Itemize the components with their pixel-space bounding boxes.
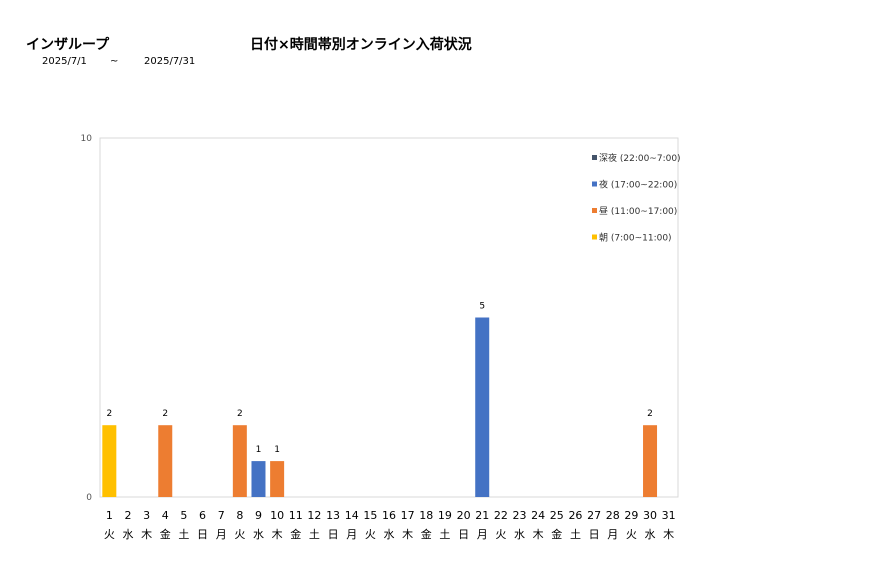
x-tick-label: 6 (199, 509, 206, 522)
bar (102, 425, 117, 497)
x-tick-label: 8 (236, 509, 243, 522)
x-tick-label: 27 (587, 509, 601, 522)
x-weekday-label: 月 (607, 528, 618, 541)
x-tick-label: 18 (419, 509, 433, 522)
x-weekday-label: 木 (663, 528, 674, 541)
period-separator: ~ (110, 56, 119, 67)
x-weekday-label: 金 (551, 527, 562, 541)
x-weekday-label: 月 (216, 528, 227, 541)
x-tick-label: 16 (382, 509, 396, 522)
x-tick-label: 13 (326, 509, 340, 522)
chart-title: 日付×時間帯別オンライン入荷状況 (250, 37, 472, 53)
x-tick-label: 10 (270, 509, 284, 522)
x-weekday-label: 水 (122, 528, 133, 541)
bar (475, 317, 490, 497)
x-weekday-label: 木 (402, 528, 413, 541)
data-label: 2 (106, 409, 112, 419)
bar (251, 461, 266, 497)
x-weekday-label: 金 (290, 527, 301, 541)
x-weekday-label: 金 (421, 527, 432, 541)
x-tick-label: 14 (345, 509, 359, 522)
x-tick-label: 15 (363, 509, 377, 522)
legend-swatch (592, 181, 597, 187)
x-weekday-label: 水 (384, 528, 395, 541)
x-tick-label: 9 (255, 509, 262, 522)
x-weekday-label: 日 (328, 528, 339, 541)
period-start: 2025/7/1 (42, 56, 87, 67)
data-label: 1 (256, 445, 262, 455)
x-tick-label: 26 (568, 509, 582, 522)
period-end: 2025/7/31 (144, 56, 196, 67)
x-tick-label: 4 (162, 509, 169, 522)
x-tick-label: 24 (531, 509, 545, 522)
x-tick-label: 28 (606, 509, 620, 522)
legend-label: 夜 (17:00~22:00) (599, 179, 677, 191)
x-weekday-label: 木 (533, 528, 544, 541)
x-weekday-label: 日 (197, 528, 208, 541)
x-tick-label: 17 (401, 509, 415, 522)
bar (643, 425, 658, 497)
x-weekday-label: 土 (570, 528, 581, 541)
legend-label: 深夜 (22:00~7:00) (599, 152, 681, 164)
x-tick-label: 2 (124, 509, 131, 522)
y-tick-label: 10 (81, 134, 93, 144)
data-label: 1 (274, 445, 280, 455)
plot-area (99, 137, 679, 498)
bar (270, 461, 285, 497)
x-weekday-label: 火 (234, 528, 245, 541)
legend-swatch (592, 208, 597, 213)
legend-swatch (592, 155, 597, 160)
legend-swatch (592, 234, 597, 240)
x-weekday-label: 月 (346, 528, 357, 541)
x-weekday-label: 火 (365, 528, 376, 541)
x-tick-label: 1 (106, 509, 113, 522)
legend-label: 朝 (7:00~11:00) (599, 233, 672, 244)
x-weekday-label: 火 (104, 528, 115, 541)
data-label: 2 (162, 409, 168, 419)
x-weekday-label: 土 (309, 528, 320, 541)
bar (158, 425, 173, 497)
y-tick-label: 0 (86, 493, 92, 503)
x-tick-label: 31 (662, 509, 676, 522)
x-tick-label: 5 (180, 509, 187, 522)
bar (232, 425, 247, 497)
x-tick-label: 19 (438, 509, 452, 522)
company-name: インザループ (26, 37, 110, 53)
x-weekday-label: 金 (160, 527, 171, 541)
x-weekday-label: 土 (178, 528, 189, 541)
x-weekday-label: 日 (458, 528, 469, 541)
x-tick-label: 25 (550, 509, 564, 522)
x-tick-label: 20 (457, 509, 471, 522)
x-tick-label: 7 (218, 509, 225, 522)
x-weekday-label: 水 (645, 528, 656, 541)
x-weekday-label: 木 (141, 528, 152, 541)
x-weekday-label: 水 (514, 528, 525, 541)
x-weekday-label: 月 (477, 528, 488, 541)
x-tick-label: 3 (143, 509, 150, 522)
x-weekday-label: 木 (272, 528, 283, 541)
data-label: 2 (647, 409, 653, 419)
legend-label: 昼 (11:00~17:00) (599, 206, 677, 217)
x-weekday-label: 土 (439, 528, 450, 541)
x-weekday-label: 日 (589, 528, 600, 541)
x-tick-label: 23 (513, 509, 527, 522)
x-tick-label: 21 (475, 509, 489, 522)
x-weekday-label: 火 (626, 528, 637, 541)
x-weekday-label: 水 (253, 528, 264, 541)
x-tick-label: 22 (494, 509, 508, 522)
x-tick-label: 30 (643, 509, 657, 522)
x-weekday-label: 火 (495, 528, 506, 541)
x-tick-label: 11 (289, 509, 303, 522)
x-tick-label: 12 (307, 509, 321, 522)
data-label: 2 (237, 409, 243, 419)
x-tick-label: 29 (624, 509, 638, 522)
data-label: 5 (479, 302, 485, 312)
